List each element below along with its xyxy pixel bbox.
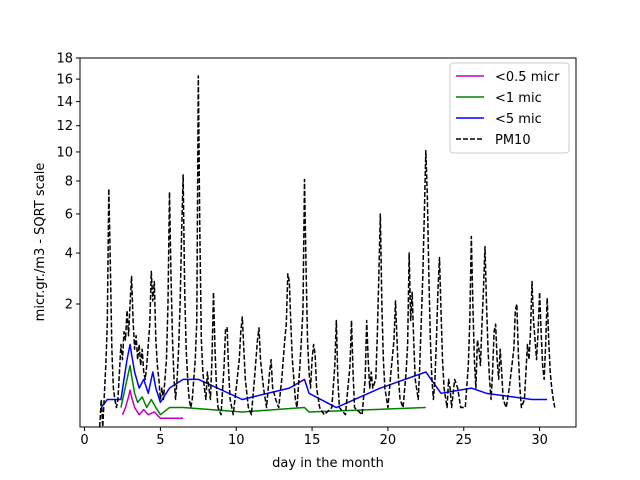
legend-label-series-1: <0.5 micr	[495, 70, 560, 85]
y-axis-label: micr.gr./m3 - SQRT scale	[33, 163, 48, 322]
plot-frame	[79, 57, 577, 428]
y-tick-label: 8	[65, 175, 73, 190]
legend-label-series-2: <1 mic	[495, 91, 542, 106]
x-tick-label: 10	[228, 433, 245, 448]
x-tick-label: 0	[80, 433, 88, 448]
x-axis-label: day in the month	[272, 456, 384, 471]
y-tick-label: 4	[65, 247, 73, 262]
y-tick-label: 6	[65, 207, 73, 222]
y-tick-label: 2	[65, 298, 73, 313]
legend-box	[449, 62, 570, 154]
ticks-layer: 0 5 10 15 20 25 30 2 4 6 8 10 12 14 16 18	[56, 52, 547, 449]
series-line-1	[121, 389, 184, 420]
series-line-2	[120, 364, 426, 416]
y-tick-label: 12	[56, 119, 73, 134]
series-layer	[98, 75, 556, 428]
series-line-4	[98, 75, 556, 428]
series-line-3	[100, 343, 548, 409]
x-tick-label: 20	[380, 433, 397, 448]
legend-label-series-3: <5 mic	[495, 112, 542, 127]
y-tick-label: 10	[56, 145, 73, 160]
legend: <0.5 micr <1 mic <5 mic PM10	[449, 62, 570, 154]
y-tick-label: 18	[56, 52, 73, 67]
x-tick-label: 25	[455, 433, 472, 448]
x-tick-label: 5	[156, 433, 164, 448]
x-tick-label: 15	[304, 433, 321, 448]
legend-label-series-4: PM10	[495, 133, 531, 148]
x-tick-label: 30	[531, 433, 548, 448]
y-tick-label: 16	[56, 73, 73, 88]
y-tick-label: 14	[56, 95, 73, 110]
